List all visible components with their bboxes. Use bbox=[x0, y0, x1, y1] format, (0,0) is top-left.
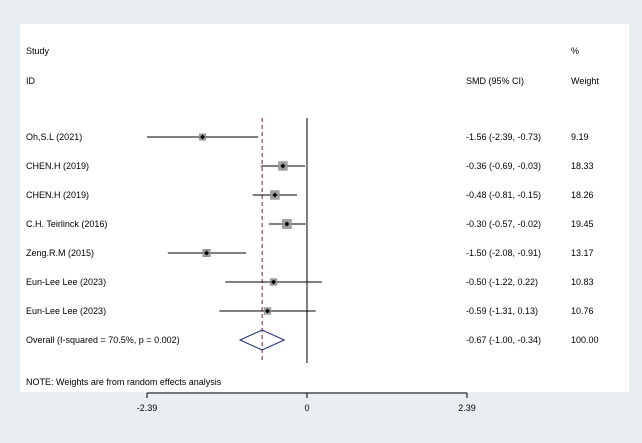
study-label: CHEN.H (2019) bbox=[26, 190, 90, 200]
point-estimate bbox=[200, 134, 206, 140]
study-ci-text: -0.59 (-1.31, 0.13) bbox=[466, 306, 539, 316]
point-estimate bbox=[265, 308, 271, 314]
x-tick-label: 2.39 bbox=[458, 403, 476, 413]
overall-label: Overall (I-squared = 70.5%, p = 0.002) bbox=[26, 335, 180, 345]
overall-ci-text: -0.67 (-1.00, -0.34) bbox=[466, 335, 542, 345]
study-weight: 10.76 bbox=[571, 306, 594, 316]
study-ci-text: -0.50 (-1.22, 0.22) bbox=[466, 277, 539, 287]
header-weight: Weight bbox=[571, 76, 599, 86]
x-tick-label: 0 bbox=[304, 403, 309, 413]
plot-panel bbox=[20, 24, 629, 392]
header-id: ID bbox=[26, 76, 35, 86]
study-label: Oh,S.L (2021) bbox=[26, 132, 83, 142]
header-effect: SMD (95% CI) bbox=[466, 76, 525, 86]
study-weight: 18.26 bbox=[571, 190, 594, 200]
overall-diamond bbox=[238, 329, 286, 351]
study-weight: 18.33 bbox=[571, 161, 594, 171]
study-label: Eun-Lee Lee (2023) bbox=[26, 306, 107, 316]
overall-weight: 100.00 bbox=[571, 335, 599, 345]
study-label: Zeng.R.M (2015) bbox=[26, 248, 95, 258]
point-estimate bbox=[271, 279, 277, 285]
header-study: Study bbox=[26, 46, 50, 56]
study-label: Eun-Lee Lee (2023) bbox=[26, 277, 107, 287]
study-ci-text: -0.48 (-0.81, -0.15) bbox=[466, 190, 542, 200]
header-percent: % bbox=[571, 46, 580, 56]
study-label: CHEN.H (2019) bbox=[26, 161, 90, 171]
point-estimate bbox=[272, 192, 278, 198]
study-ci-text: -0.36 (-0.69, -0.03) bbox=[466, 161, 542, 171]
study-ci-text: -1.56 (-2.39, -0.73) bbox=[466, 132, 542, 142]
study-weight: 10.83 bbox=[571, 277, 594, 287]
study-ci-text: -1.50 (-2.08, -0.91) bbox=[466, 248, 542, 258]
study-weight: 13.17 bbox=[571, 248, 594, 258]
point-estimate bbox=[284, 221, 290, 227]
study-label: C.H. Teirlinck (2016) bbox=[26, 219, 108, 229]
point-estimate bbox=[280, 163, 286, 169]
study-weight: 19.45 bbox=[571, 219, 594, 229]
footnote: NOTE: Weights are from random effects an… bbox=[26, 377, 222, 387]
x-tick-label: -2.39 bbox=[137, 403, 158, 413]
point-estimate bbox=[204, 250, 210, 256]
study-weight: 9.19 bbox=[571, 132, 589, 142]
study-ci-text: -0.30 (-0.57, -0.02) bbox=[466, 219, 542, 229]
